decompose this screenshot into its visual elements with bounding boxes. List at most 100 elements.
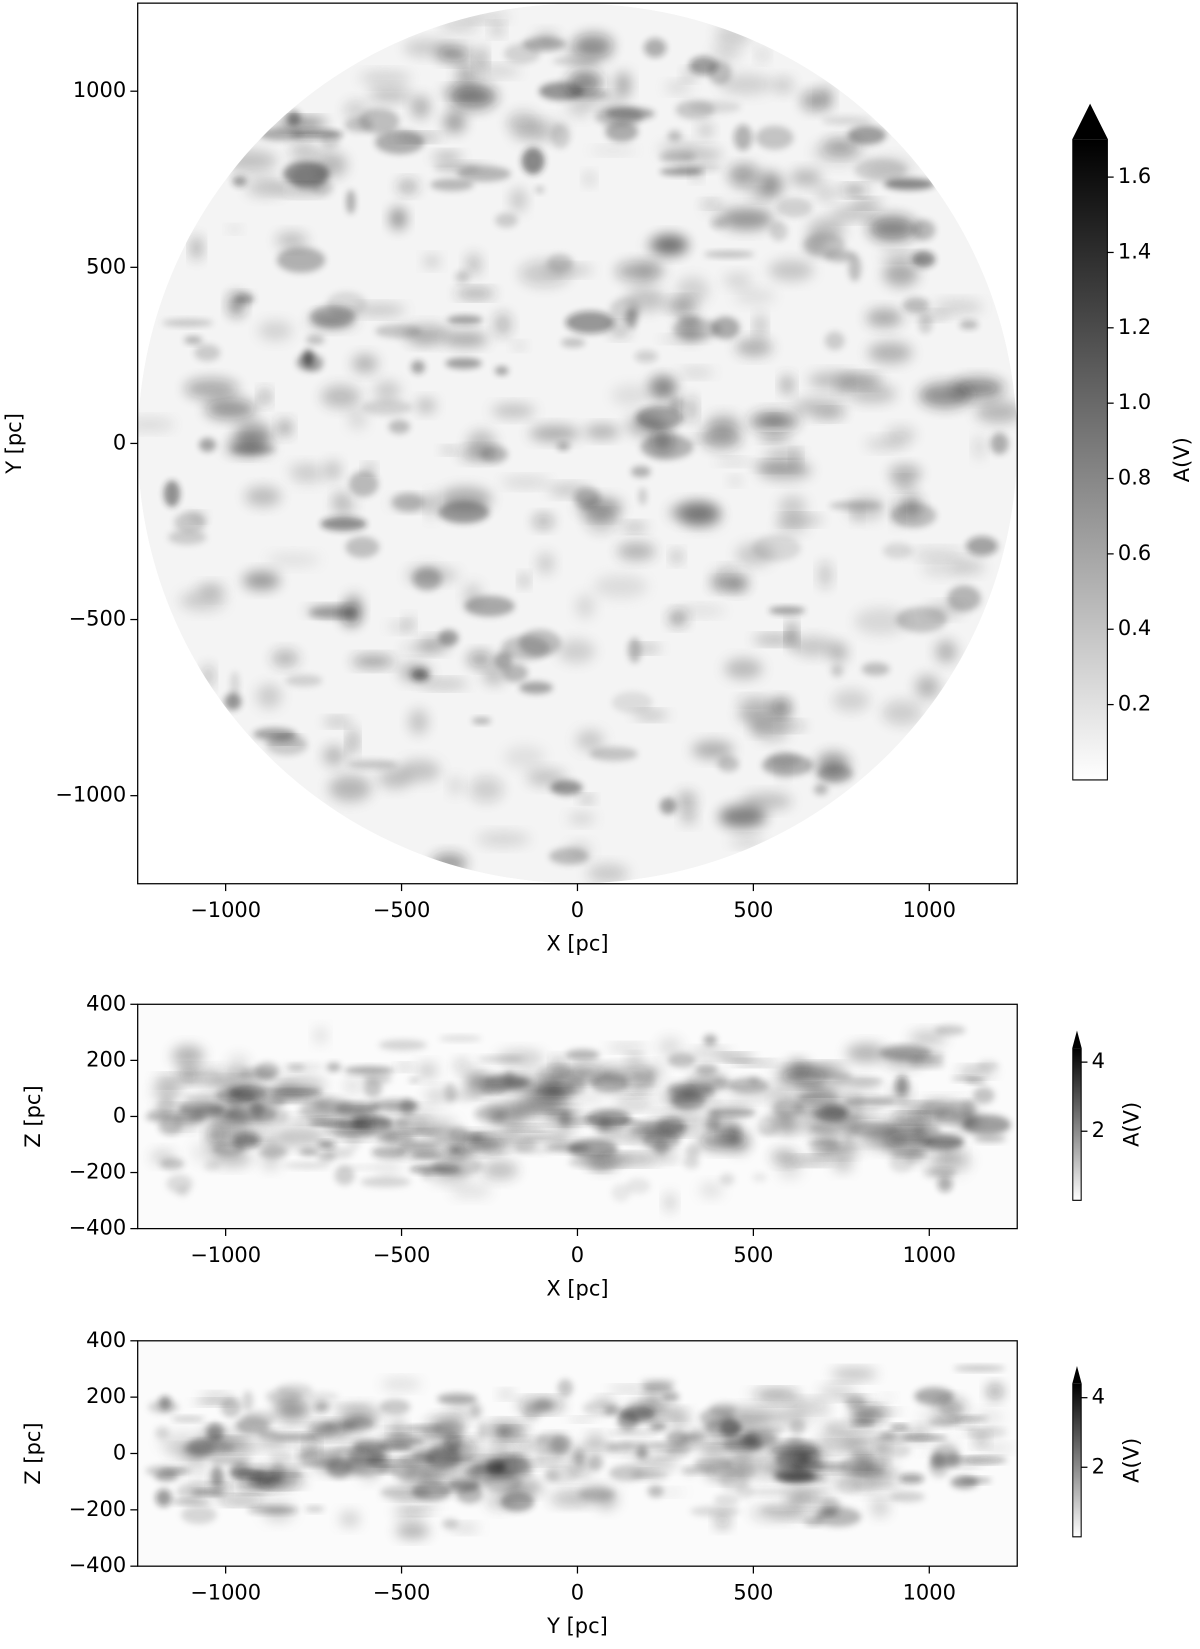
texture-blob [504, 43, 541, 64]
texture-blob [801, 90, 825, 111]
texture-blob [416, 1503, 443, 1509]
texture-blob [911, 219, 936, 241]
texture-blob [934, 1025, 966, 1036]
texture-blob [574, 1440, 619, 1456]
texture-blob [285, 674, 323, 687]
texture-blob [519, 574, 529, 587]
texture-blob [848, 254, 862, 282]
texture-blob [698, 123, 713, 138]
texture-blob [408, 1078, 420, 1083]
texture-blob [449, 83, 497, 110]
texture-blob [627, 1054, 643, 1065]
texture-blob [633, 711, 668, 720]
texture-blob [521, 147, 545, 175]
texture-blob [306, 1439, 318, 1453]
texture-blob [813, 784, 828, 795]
texture-blob [346, 1130, 361, 1151]
texture-blob [184, 378, 239, 400]
texture-blob [330, 1134, 378, 1141]
texture-blob [701, 200, 719, 208]
texture-blob [919, 1450, 944, 1456]
texture-blob [699, 1182, 723, 1198]
texture-blob [375, 1161, 402, 1175]
texture-blob [598, 1155, 629, 1164]
texture-blob [432, 152, 463, 163]
texture-blob [394, 133, 443, 141]
texture-blob [820, 1509, 838, 1516]
texture-blob [464, 1071, 490, 1092]
texture-blob [883, 1131, 933, 1148]
texture-blob [214, 1128, 252, 1142]
texture-blob [611, 1183, 631, 1202]
texture-blob [658, 298, 700, 311]
texture-blob [850, 1450, 876, 1459]
texture-blob [669, 502, 722, 523]
texture-blob [351, 655, 395, 668]
texture-blob [974, 1410, 1004, 1425]
texture-blob [171, 1499, 211, 1505]
texture-blob [707, 61, 732, 85]
texture-blob [990, 432, 1009, 455]
texture-blob [749, 411, 799, 431]
texture-blob [764, 449, 803, 457]
texture-blob [935, 1107, 962, 1125]
cb-tick-label: 1.2 [1118, 315, 1151, 339]
texture-blob [548, 484, 590, 496]
y-tick-label: 0 [113, 1440, 126, 1464]
colorbar [1072, 139, 1108, 780]
x-tick-label: 500 [733, 898, 773, 922]
cb-tick-label: 2 [1092, 1118, 1105, 1142]
texture-blob [275, 1127, 327, 1147]
cb-tick-label: 4 [1092, 1049, 1105, 1073]
texture-blob [353, 304, 406, 316]
texture-blob [975, 400, 1018, 424]
x-tick-label: −500 [373, 1243, 431, 1267]
colorbar-outline [1072, 103, 1108, 781]
texture-blob [389, 207, 407, 230]
texture-blob [199, 1393, 233, 1401]
texture-blob [649, 1145, 672, 1162]
texture-blob [977, 1060, 999, 1071]
texture-blob [333, 491, 346, 508]
texture-blob [439, 487, 492, 512]
texture-blob [224, 693, 242, 711]
texture-blob [145, 1465, 193, 1477]
texture-blob [959, 320, 979, 330]
texture-blob [184, 336, 203, 344]
texture-blob [950, 1475, 979, 1489]
texture-blob [304, 606, 355, 616]
texture-blob [789, 1419, 806, 1435]
texture-blob [952, 559, 985, 575]
map-texture [137, 3, 1018, 884]
texture-blob [245, 486, 281, 507]
texture-blob [261, 182, 293, 194]
y-tick-label: 400 [86, 991, 126, 1015]
texture-blob [741, 792, 792, 810]
texture-blob [419, 679, 469, 689]
texture-blob [194, 344, 221, 362]
x-axis-label: X [pc] [546, 1276, 608, 1300]
texture-blob [585, 94, 626, 107]
texture-blob [736, 1458, 757, 1478]
texture-blob [661, 1392, 680, 1402]
texture-blob [176, 1185, 189, 1197]
texture-blob [283, 161, 330, 187]
texture-blob [735, 338, 773, 357]
texture-blob [848, 384, 897, 404]
texture-blob [567, 70, 603, 95]
map-texture [137, 1340, 1018, 1567]
texture-blob [557, 442, 570, 451]
texture-blob [987, 1384, 1003, 1400]
texture-blob [893, 478, 915, 489]
cb-tick-label: 0.6 [1118, 541, 1151, 565]
texture-blob [792, 636, 835, 657]
texture-blob [819, 561, 832, 589]
texture-blob [849, 1406, 887, 1418]
texture-blob [920, 1122, 937, 1136]
texture-blob [830, 207, 879, 220]
texture-blob [281, 1062, 325, 1070]
texture-blob [585, 505, 618, 533]
texture-blob [884, 1050, 924, 1069]
texture-blob [703, 1034, 717, 1046]
texture-blob [631, 466, 651, 478]
